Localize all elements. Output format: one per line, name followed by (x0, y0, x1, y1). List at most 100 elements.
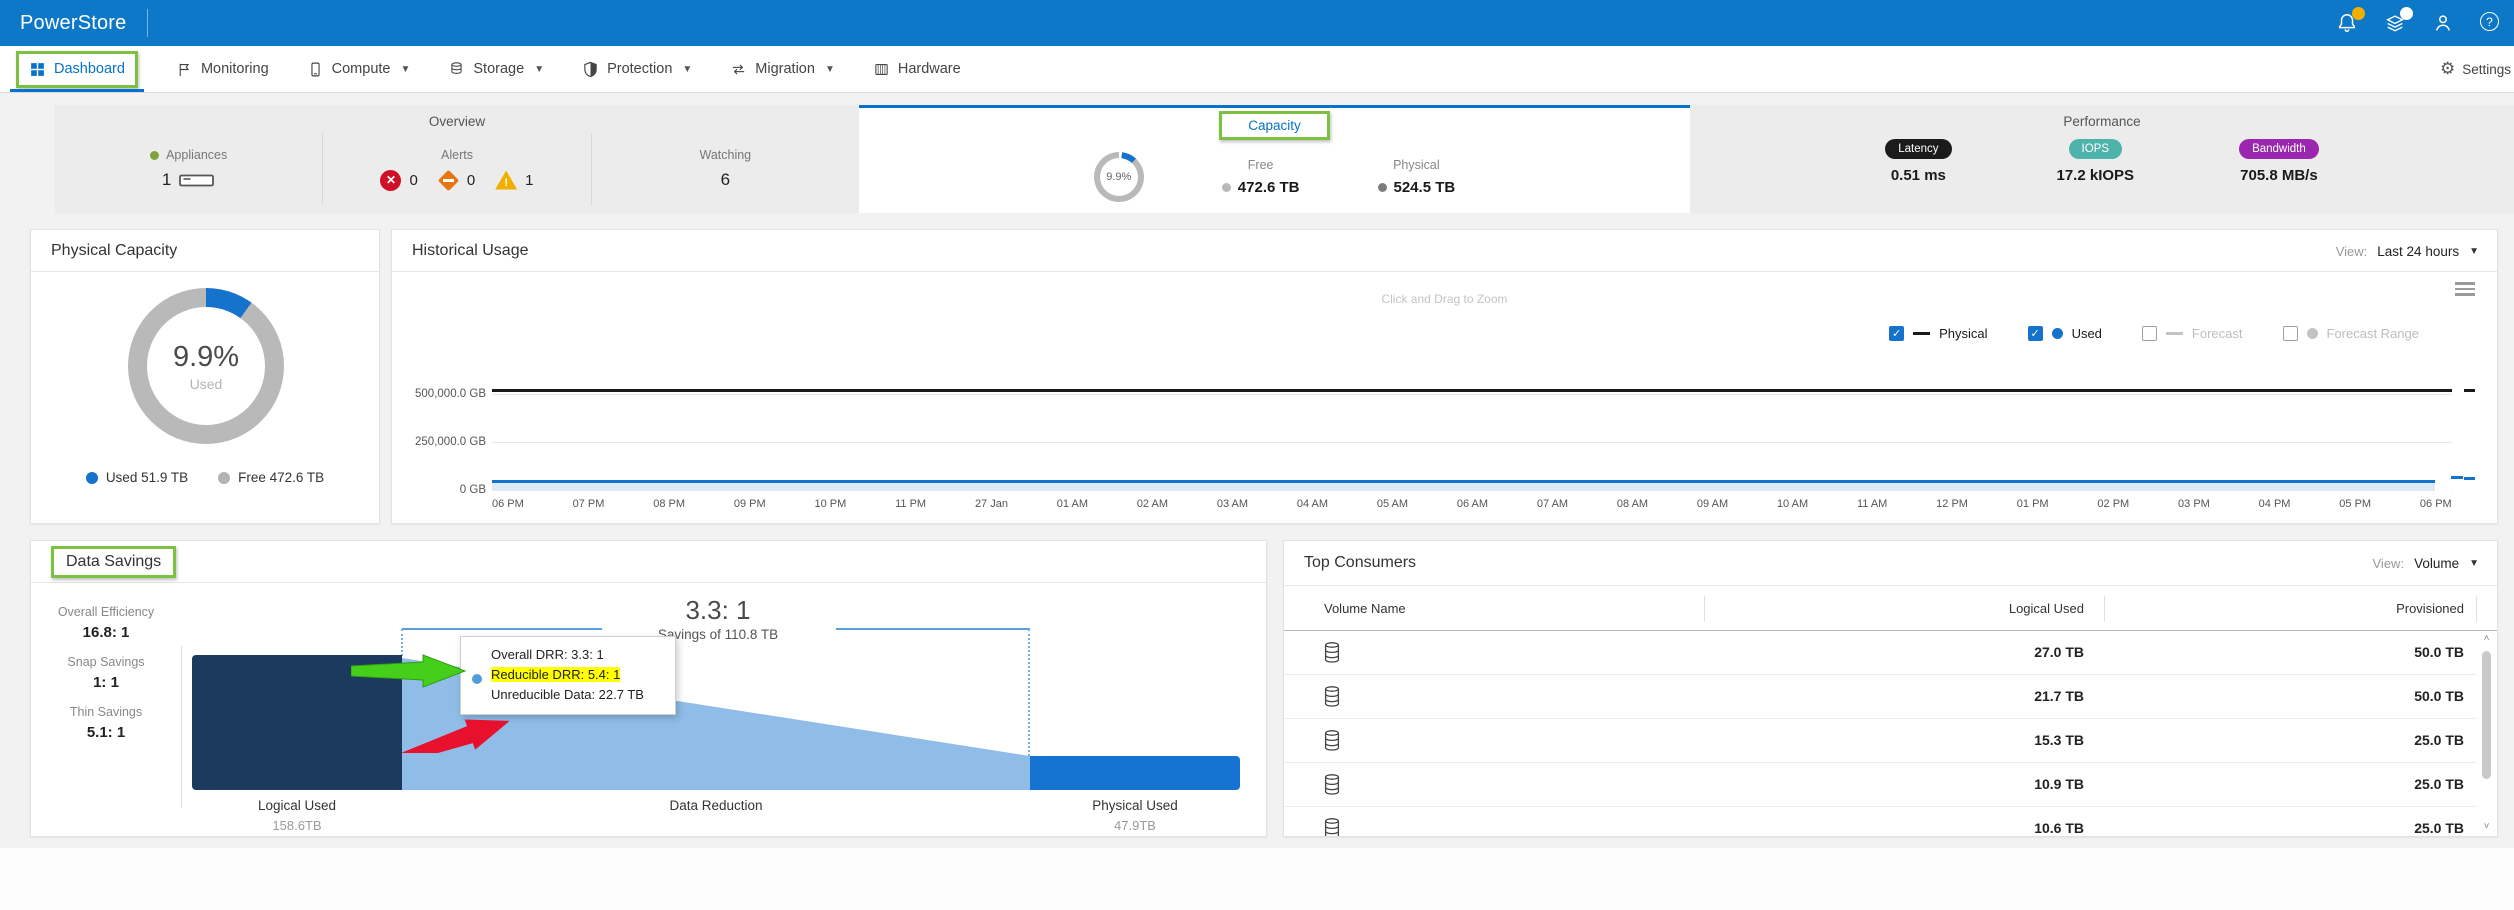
capacity-tab[interactable]: Capacity 9.9% Free 472.6 TB Physical 524… (859, 105, 1690, 213)
donut-center-label: Used (190, 376, 223, 392)
view-label: View: (2373, 556, 2405, 571)
bandwidth-value: 705.8 MB/s (2239, 167, 2319, 184)
nav-item-dashboard[interactable]: Dashboard (16, 46, 138, 92)
capacity-physical-metric: Physical 524.5 TB (1378, 158, 1456, 196)
legend-forecast-range[interactable]: Forecast Range (2283, 326, 2420, 341)
used-checkbox[interactable] (2028, 326, 2043, 341)
help-icon[interactable]: ? (2480, 12, 2502, 34)
chart-legend: Physical Used Forecast Forecast Range (1889, 326, 2419, 341)
major-alert-count: 0 (467, 172, 475, 189)
forecast-checkbox[interactable] (2142, 326, 2157, 341)
appliances-count: 1 (162, 170, 171, 190)
stage-data-reduction: Data Reduction (606, 798, 826, 813)
shield-icon (582, 61, 599, 78)
migration-arrows-icon (730, 61, 747, 78)
physical-series-line[interactable] (492, 389, 2452, 392)
stage-logical-used: Logical Used 158.6TB (187, 798, 407, 833)
top-consumers-card: Top Consumers View: Volume ▼ Volume Name… (1283, 540, 2498, 837)
column-provisioned[interactable]: Provisioned (1284, 601, 2464, 616)
physical-used-bar[interactable] (1030, 756, 1240, 790)
annotation-box-dashboard: Dashboard (16, 51, 138, 88)
used-series-gap (2435, 478, 2451, 491)
nav-item-monitoring[interactable]: Monitoring (176, 46, 269, 92)
physical-checkbox[interactable] (1889, 326, 1904, 341)
physical-line-swatch (1913, 332, 1930, 335)
nav-item-hardware[interactable]: Hardware (873, 46, 961, 92)
watching-summary[interactable]: Watching 6 (591, 133, 859, 205)
bandwidth-metric: Bandwidth 705.8 MB/s (2239, 139, 2319, 184)
appliance-icon (179, 174, 215, 187)
settings-button[interactable]: ⚙ Settings (2440, 46, 2514, 92)
nav-item-storage[interactable]: Storage ▼ (448, 46, 544, 92)
tooltip-reducible-drr: Reducible DRR: 5.4: 1 (491, 665, 663, 685)
x-axis-tick-label: 07 AM (1537, 498, 1568, 510)
latency-value: 0.51 ms (1885, 167, 1951, 184)
critical-alert-icon: ✕ (380, 170, 401, 191)
table-row[interactable]: 10.6 TB25.0 TB (1284, 807, 2477, 836)
legend-physical[interactable]: Physical (1889, 326, 1987, 341)
column-divider (2476, 596, 2477, 622)
free-label: Free (1222, 158, 1300, 172)
x-axis-tick-label: 08 PM (653, 498, 685, 510)
jobs-layers-icon[interactable] (2384, 12, 2406, 34)
chevron-down-icon: ▼ (825, 64, 835, 75)
critical-alert-count: 0 (409, 172, 417, 189)
view-value: Volume (2414, 556, 2459, 571)
user-icon[interactable] (2432, 12, 2454, 34)
nav-item-compute[interactable]: Compute ▼ (307, 46, 411, 92)
physical-value: 524.5 TB (1394, 179, 1456, 196)
bracket-line-right (836, 628, 1030, 630)
nav-item-protection[interactable]: Protection ▼ (582, 46, 692, 92)
scrollbar-thumb[interactable] (2482, 651, 2491, 779)
nav-label: Protection (607, 61, 672, 77)
bandwidth-pill: Bandwidth (2239, 139, 2319, 159)
nav-item-migration[interactable]: Migration ▼ (730, 46, 835, 92)
appliances-summary[interactable]: Appliances 1 (55, 133, 322, 205)
x-axis-tick-label: 01 PM (2017, 498, 2049, 510)
top-consumers-view-dropdown[interactable]: View: Volume ▼ (2373, 541, 2480, 586)
page-bottom-area (0, 848, 2514, 910)
physical-capacity-card: Physical Capacity 9.9% Used Used 51.9 TB… (30, 229, 380, 524)
notification-badge (2352, 7, 2365, 20)
x-axis-tick-label: 01 AM (1057, 498, 1088, 510)
x-axis-tick-label: 03 PM (2178, 498, 2210, 510)
main-nav: Dashboard Monitoring Compute ▼ Storage ▼… (0, 46, 2514, 93)
table-row[interactable]: 27.0 TB50.0 TB (1284, 631, 2477, 675)
performance-title: Performance (1690, 114, 2514, 129)
forecast-range-checkbox[interactable] (2283, 326, 2298, 341)
capacity-mini-donut: 9.9% (1094, 152, 1144, 202)
major-alert-icon (438, 170, 459, 191)
chart-menu-icon[interactable] (2455, 282, 2475, 299)
used-series-line[interactable] (492, 480, 2435, 490)
table-row[interactable]: 10.9 TB25.0 TB (1284, 763, 2477, 807)
gridline-500k (492, 394, 2452, 395)
legend-forecast[interactable]: Forecast (2142, 326, 2243, 341)
x-axis-tick-label: 07 PM (573, 498, 605, 510)
notifications-bell-icon[interactable] (2336, 12, 2358, 34)
table-row[interactable]: 15.3 TB25.0 TB (1284, 719, 2477, 763)
legend-used[interactable]: Used (2028, 326, 2102, 341)
app-title: PowerStore (20, 12, 127, 35)
nav-label: Monitoring (201, 61, 269, 77)
bracket-dotted-right (1028, 629, 1030, 756)
alerts-label: Alerts (441, 148, 473, 162)
watching-label: Watching (699, 148, 751, 162)
table-scrollbar[interactable]: ˄ ˅ (2479, 633, 2494, 832)
annotation-box-capacity: Capacity (1219, 111, 1330, 140)
alerts-summary[interactable]: Alerts ✕ 0 0 ! 1 (322, 133, 590, 205)
scroll-down-icon[interactable]: ˅ (2479, 821, 2494, 832)
performance-tab[interactable]: Performance Latency 0.51 ms IOPS 17.2 kI… (1690, 105, 2514, 213)
iops-pill: IOPS (2069, 139, 2122, 159)
x-axis-tick-label: 02 AM (1137, 498, 1168, 510)
forecast-line-swatch (2166, 332, 2183, 335)
table-row[interactable]: 21.7 TB50.0 TB (1284, 675, 2477, 719)
physical-dot (1378, 183, 1387, 192)
overview-tab[interactable]: Overview Appliances 1 Alerts ✕ 0 (55, 105, 859, 213)
y-tick-0: 0 GB (396, 484, 486, 496)
latency-pill: Latency (1885, 139, 1951, 159)
historical-usage-view-dropdown[interactable]: View: Last 24 hours ▼ (2336, 230, 2479, 272)
x-axis-tick-label: 27 Jan (975, 498, 1008, 510)
view-value: Last 24 hours (2377, 244, 2459, 259)
view-label: View: (2336, 244, 2368, 259)
scroll-up-icon[interactable]: ˄ (2479, 633, 2494, 644)
